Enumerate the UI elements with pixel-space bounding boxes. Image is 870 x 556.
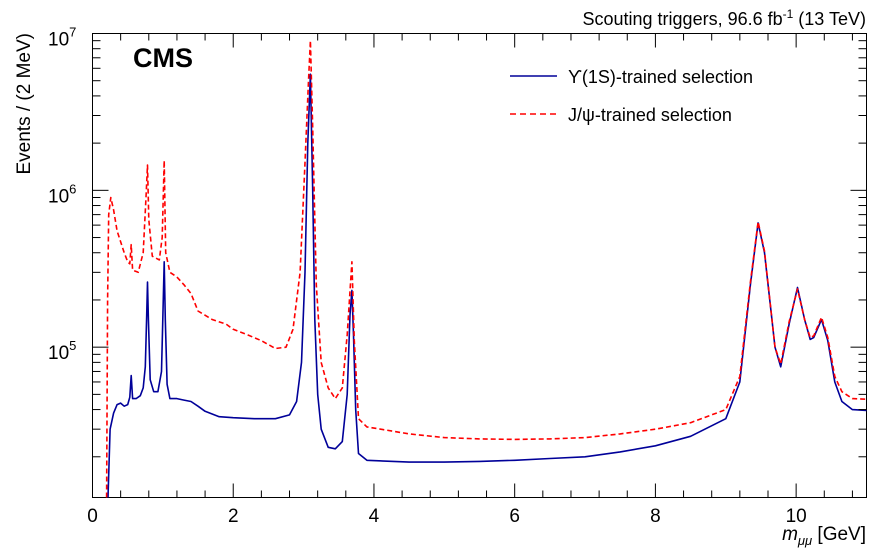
y-tick-labels: 105 106 107 [48, 25, 76, 365]
x-tick-label: 8 [650, 506, 661, 527]
luminosity-prefix: Scouting triggers, 96.6 fb [583, 9, 783, 29]
cms-label: CMS [133, 43, 193, 73]
y-tick-label: 107 [48, 25, 76, 51]
x-tick-label: 10 [786, 506, 807, 527]
data-curves [105, 39, 867, 498]
luminosity-suffix: (13 TeV) [793, 9, 866, 29]
plot-frame [92, 33, 867, 498]
legend: ϒ(1S)-trained selection J/ψ-trained sele… [510, 67, 753, 125]
y-axis-title: Events / (2 MeV) [14, 33, 35, 175]
x-tick-label: 0 [87, 506, 98, 527]
x-axis-subscript: μμ [797, 533, 812, 548]
x-tick-label: 2 [228, 506, 239, 527]
legend-label-jpsi: J/ψ-trained selection [568, 105, 732, 125]
x-tick-labels: 0 2 4 6 8 10 [87, 506, 806, 527]
x-tick-label: 6 [509, 506, 520, 527]
luminosity-exponent: -1 [783, 7, 794, 21]
series-line-jpsi [105, 39, 867, 498]
series-line-upsilon [107, 73, 867, 498]
axis-ticks [92, 33, 867, 498]
x-axis-unit: [GeV] [812, 524, 866, 545]
x-tick-label: 4 [369, 506, 380, 527]
x-axis-variable: m [782, 524, 798, 545]
x-axis-title: mμμ [GeV] [782, 524, 866, 548]
luminosity-label: Scouting triggers, 96.6 fb-1 (13 TeV) [583, 7, 867, 29]
y-tick-label: 106 [48, 181, 76, 207]
y-tick-label: 105 [48, 338, 76, 364]
legend-label-upsilon: ϒ(1S)-trained selection [568, 67, 753, 87]
